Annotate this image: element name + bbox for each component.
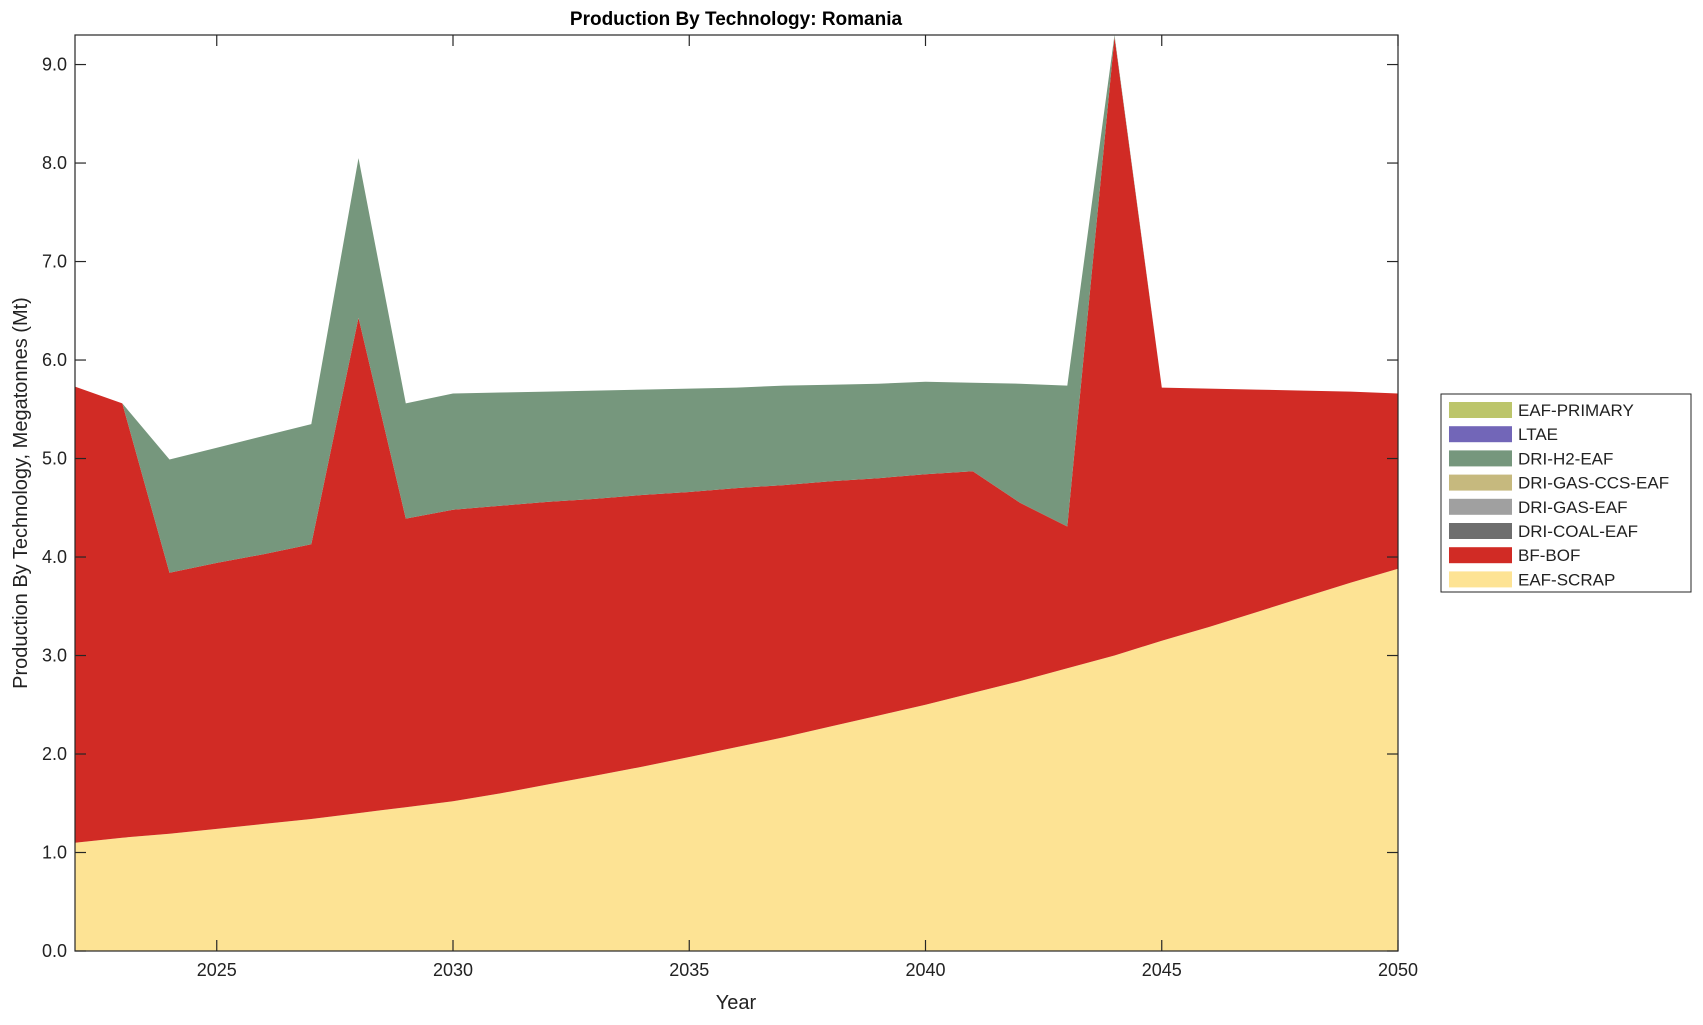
legend-label: BF-BOF xyxy=(1518,546,1580,565)
chart-title: Production By Technology: Romania xyxy=(570,9,903,30)
legend-swatch-eaf-primary xyxy=(1449,402,1512,418)
y-axis-label: Production By Technology, Megatonnes (Mt… xyxy=(10,297,32,689)
y-tick-label: 0.0 xyxy=(42,941,67,961)
y-tick-label: 3.0 xyxy=(42,646,67,666)
x-tick-label: 2045 xyxy=(1142,960,1182,980)
legend-swatch-dri-gas-ccs-eaf xyxy=(1449,474,1512,491)
x-tick-label: 2025 xyxy=(197,960,237,980)
y-tick-label: 8.0 xyxy=(42,153,67,173)
x-tick-label: 2035 xyxy=(669,960,709,980)
legend-label: EAF-SCRAP xyxy=(1518,570,1615,589)
legend-swatch-ltae xyxy=(1449,426,1512,443)
legend-label: DRI-GAS-CCS-EAF xyxy=(1518,474,1669,493)
legend-swatch-dri-h2-eaf xyxy=(1449,450,1512,467)
legend-swatch-dri-gas-eaf xyxy=(1449,498,1512,515)
y-tick-label: 4.0 xyxy=(42,547,67,567)
area-eaf-scrap xyxy=(75,568,1398,951)
y-tick-label: 5.0 xyxy=(42,449,67,469)
legend-swatch-eaf-scrap xyxy=(1449,571,1512,588)
x-tick-label: 2030 xyxy=(433,960,473,980)
legend-label: DRI-H2-EAF xyxy=(1518,449,1613,468)
area-dri-h2-eaf xyxy=(75,35,1398,573)
x-tick-label: 2050 xyxy=(1378,960,1418,980)
axis-ticks: 2025 2030 2035 2040 2045 2050 0.0 1.0 2.0 3.0 4.0 5… xyxy=(42,35,1418,980)
y-tick-label: 7.0 xyxy=(42,252,67,272)
legend-label: EAF-PRIMARY xyxy=(1518,401,1634,420)
legend-label: DRI-COAL-EAF xyxy=(1518,522,1638,541)
area-layer xyxy=(75,35,1398,951)
x-tick-label: 2040 xyxy=(905,960,945,980)
y-tick-label: 9.0 xyxy=(42,55,67,75)
y-tick-label: 1.0 xyxy=(42,843,67,863)
y-tick-label: 6.0 xyxy=(42,350,67,370)
x-axis-label: Year xyxy=(716,992,757,1014)
plot-frame xyxy=(74,34,1399,952)
legend-label: LTAE xyxy=(1518,425,1558,444)
legend-swatch-dri-coal-eaf xyxy=(1449,523,1512,539)
legend-swatch-bf-bof xyxy=(1449,547,1512,564)
legend-label: DRI-GAS-EAF xyxy=(1518,498,1628,517)
legend: EAF-PRIMARY LTAE DRI-H2-EAF DRI-GAS-CCS-EAF… xyxy=(1440,393,1692,593)
y-tick-label: 2.0 xyxy=(42,744,67,764)
area-bf-bof xyxy=(75,37,1398,843)
